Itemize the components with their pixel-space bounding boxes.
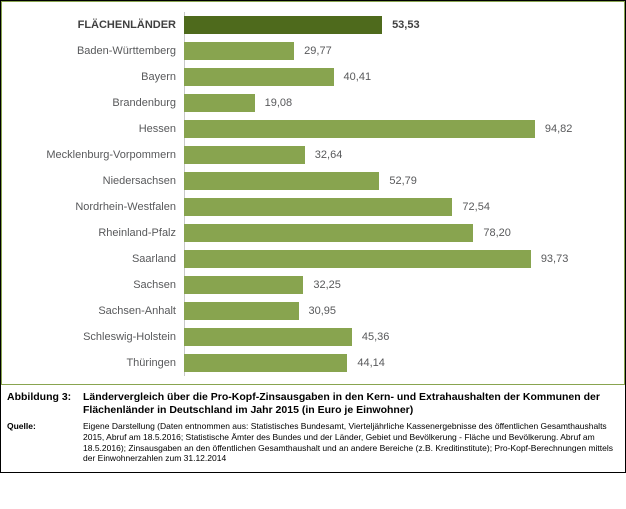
plot-cell [184,246,554,272]
category-label: Hessen [16,123,184,135]
bar [184,68,334,86]
source-label: Quelle: [7,421,83,464]
category-label: Nordrhein-Westfalen [16,201,184,213]
value-label: 29,77 [298,45,354,57]
category-label: Rheinland-Pfalz [16,227,184,239]
source-caption: Quelle: Eigene Darstellung (Daten entnom… [7,421,619,464]
chart-row: Niedersachsen 52,79 [16,168,610,194]
category-label: Thüringen [16,357,184,369]
chart-row: Sachsen-Anhalt 30,95 [16,298,610,324]
figure-caption: Abbildung 3: Ländervergleich über die Pr… [7,391,619,417]
chart-row: Thüringen 44,14 [16,350,610,376]
value-label: 40,41 [338,71,394,83]
category-label: Saarland [16,253,184,265]
category-label: Brandenburg [16,97,184,109]
chart-row: Nordrhein-Westfalen 72,54 [16,194,610,220]
value-label: 52,79 [383,175,439,187]
category-label: Sachsen [16,279,184,291]
chart-row: Rheinland-Pfalz 78,20 [16,220,610,246]
bar [184,354,347,372]
bar-emphasis [184,16,382,34]
chart-row: Sachsen 32,25 [16,272,610,298]
value-label: 19,08 [259,97,315,109]
bar [184,328,352,346]
chart-row: Baden-Württemberg 29,77 [16,38,610,64]
bar-chart: FLÄCHENLÄNDER 53,53 Baden-Württemberg 29,77… [1,1,625,385]
chart-row: Saarland 93,73 [16,246,610,272]
plot-cell [184,298,554,324]
plot-cell [184,116,554,142]
bar [184,198,452,216]
value-label: 32,64 [309,149,365,161]
bar [184,120,535,138]
chart-row: Bayern 40,41 [16,64,610,90]
figure-label: Abbildung 3: [7,391,83,417]
plot-cell [184,142,554,168]
bar [184,146,305,164]
figure-text: Ländervergleich über die Pro-Kopf-Zinsau… [83,391,619,417]
category-label: Baden-Württemberg [16,45,184,57]
bar [184,94,255,112]
caption-block: Abbildung 3: Ländervergleich über die Pr… [1,385,625,472]
value-label: 72,54 [456,201,512,213]
value-label: 53,53 [386,19,442,31]
chart-row: FLÄCHENLÄNDER 53,53 [16,12,610,38]
bar [184,250,531,268]
plot-cell [184,272,554,298]
bar [184,302,299,320]
value-label: 94,82 [539,123,595,135]
source-text: Eigene Darstellung (Daten entnommen aus:… [83,421,619,464]
chart-row: Schleswig-Holstein 45,36 [16,324,610,350]
category-label: Schleswig-Holstein [16,331,184,343]
value-label: 32,25 [307,279,363,291]
bar [184,224,473,242]
value-label: 44,14 [351,357,407,369]
value-label: 45,36 [356,331,412,343]
value-label: 30,95 [303,305,359,317]
chart-row: Mecklenburg-Vorpommern 32,64 [16,142,610,168]
value-label: 78,20 [477,227,533,239]
plot-cell [184,12,554,38]
value-label: 93,73 [535,253,591,265]
plot-cell [184,90,554,116]
category-label: Niedersachsen [16,175,184,187]
plot-cell [184,38,554,64]
figure-container: FLÄCHENLÄNDER 53,53 Baden-Württemberg 29,77… [0,0,626,473]
category-label: Bayern [16,71,184,83]
category-label: FLÄCHENLÄNDER [16,19,184,31]
category-label: Sachsen-Anhalt [16,305,184,317]
bar [184,276,303,294]
bar [184,42,294,60]
plot-cell [184,168,554,194]
chart-row: Hessen 94,82 [16,116,610,142]
category-label: Mecklenburg-Vorpommern [16,149,184,161]
chart-row: Brandenburg 19,08 [16,90,610,116]
bar [184,172,379,190]
